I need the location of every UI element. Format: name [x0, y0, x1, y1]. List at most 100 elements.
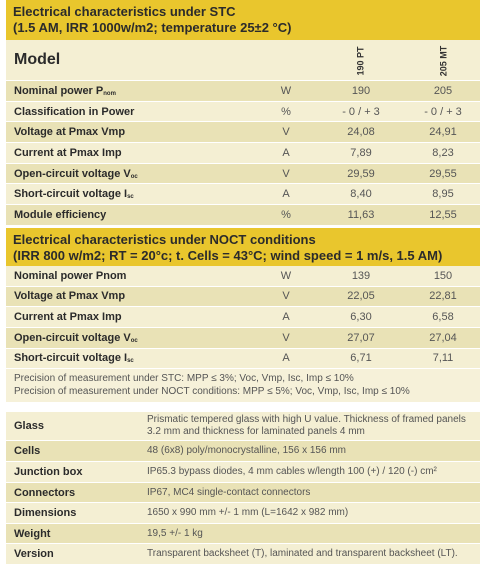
row-label: Voltage at Pmax Vmp	[14, 290, 126, 303]
model-205mt: 205 MT	[437, 45, 448, 77]
noct-header: Electrical characteristics under NOCT co…	[6, 227, 480, 266]
row-value-190pt: 139	[351, 269, 371, 282]
row-value-205mt: 29,55	[429, 167, 457, 180]
table-row: Current at Pmax Imp A 6,30 6,58	[6, 307, 480, 328]
row-label-subscript: sc	[127, 194, 134, 201]
spec-value: 19,5 +/- 1 kg	[147, 527, 203, 539]
row-unit: A	[282, 352, 290, 365]
row-value-205mt: 150	[433, 269, 453, 282]
row-value-205mt: 27,04	[429, 331, 457, 344]
row-unit: %	[281, 105, 291, 118]
row-label: Short-circuit voltage Isc	[14, 188, 134, 201]
model-row: Model 190 PT 205 MT	[6, 40, 480, 81]
row-value-190pt: 11,63	[347, 208, 375, 221]
row-value-205mt: 205	[433, 84, 453, 97]
spec-value: 48 (6x8) poly/monocrystalline, 156 x 156…	[147, 445, 346, 457]
row-value-190pt: 8,40	[350, 188, 372, 201]
spec-row: Dimensions 1650 x 990 mm +/- 1 mm (L=1642…	[6, 503, 480, 525]
row-value-190pt: 6,30	[350, 311, 372, 324]
row-value-190pt: 29,59	[347, 167, 375, 180]
spec-label: Dimensions	[14, 507, 77, 520]
row-label: Module efficiency	[14, 208, 107, 221]
row-unit: W	[280, 269, 292, 282]
row-unit: V	[282, 126, 290, 139]
spec-value: IP65.3 bypass diodes, 4 mm cables w/leng…	[147, 466, 437, 478]
row-value-190pt: 24,08	[347, 126, 375, 139]
spec-label: Glass	[14, 420, 44, 433]
spec-row: Connectors IP67, MC4 single-contact conne…	[6, 483, 480, 504]
stc-header: Electrical characteristics under STC (1.…	[6, 0, 480, 40]
row-label: Open-circuit voltage Voc	[14, 331, 138, 344]
stc-table: Nominal power Pnom W 190 205 Classification …	[6, 81, 480, 226]
row-unit: V	[282, 290, 290, 303]
spec-row: Weight 19,5 +/- 1 kg	[6, 524, 480, 545]
row-label-subscript: oc	[130, 337, 138, 344]
table-row: Open-circuit voltage Voc V 27,07 27,04	[6, 327, 480, 349]
noct-table: Nominal power Pnom W 139 150 Voltage at Pmax…	[6, 265, 480, 370]
noct-subtitle: (IRR 800 w/m2; RT = 20°c; t. Cells = 43°…	[13, 247, 443, 263]
row-value-205mt: 7,11	[432, 352, 454, 365]
row-label: Current at Pmax Imp	[14, 146, 122, 159]
row-label-subscript: oc	[130, 173, 138, 180]
table-row: Classification in Power% - 0 / + 3 - 0 / +…	[6, 101, 480, 123]
spec-value: Prismatic tempered glass with high U val…	[147, 414, 466, 438]
spec-label: Connectors	[14, 486, 76, 499]
row-unit: V	[282, 167, 290, 180]
spec-label: Weight	[14, 527, 51, 540]
row-value-190pt: 22,05	[347, 290, 375, 303]
spec-label: Cells	[14, 445, 41, 458]
row-value-205mt: 24,91	[429, 126, 457, 139]
row-label: Open-circuit voltage Voc	[14, 167, 138, 180]
table-row: Nominal power Pnom W 139 150	[6, 265, 480, 287]
row-value-190pt: 6,71	[350, 352, 372, 365]
row-value-205mt: 22,81	[429, 290, 457, 303]
row-label: Voltage at Pmax Vmp	[14, 126, 126, 139]
spec-value: Transparent backsheet (T), laminated and…	[147, 548, 458, 560]
row-label: Short-circuit voltage Isc	[14, 352, 134, 365]
spec-label: Junction box	[14, 466, 83, 479]
table-row: Nominal power Pnom W 190 205	[6, 81, 480, 102]
row-value-190pt: 7,89	[350, 146, 372, 159]
row-unit: %	[281, 208, 291, 221]
row-value-205mt: 8,95	[432, 188, 454, 201]
datasheet: Electrical characteristics under STC (1.…	[6, 0, 480, 566]
row-value-190pt: - 0 / + 3	[342, 105, 380, 118]
noct-title: Electrical characteristics under NOCT co…	[13, 231, 316, 247]
row-unit: A	[282, 146, 290, 159]
row-label: Nominal power Pnom	[14, 84, 116, 97]
spec-value: IP67, MC4 single-contact connectors	[147, 486, 311, 498]
row-value-205mt: 6,58	[432, 311, 454, 324]
spec-row: Junction box IP65.3 bypass diodes, 4 mm c…	[6, 462, 480, 484]
spec-label: Version	[14, 548, 54, 561]
noct-precision-note: Precision of measurement under NOCT cond…	[14, 386, 410, 398]
spec-row: Glass Prismatic tempered glass with high …	[6, 412, 480, 442]
row-label: Current at Pmax Imp	[14, 311, 122, 324]
stc-title: Electrical characteristics under STC	[13, 4, 236, 19]
row-unit: A	[282, 311, 290, 324]
row-value-205mt: 8,23	[432, 146, 454, 159]
stc-subtitle: (1.5 AM, IRR 1000w/m2; temperature 25±2 …	[13, 20, 292, 35]
table-row: Voltage at Pmax Vmp V 24,08 24,91	[6, 122, 480, 144]
precision-notes: Precision of measurement under STC: MPP …	[6, 369, 480, 403]
row-unit: V	[282, 331, 290, 344]
row-value-205mt: - 0 / + 3	[424, 105, 462, 118]
row-label-subscript: sc	[127, 358, 134, 365]
table-row: Short-circuit voltage Isc A 6,71 7,11	[6, 348, 480, 370]
stc-precision-note: Precision of measurement under STC: MPP …	[14, 373, 354, 385]
row-label-subscript: nom	[103, 90, 116, 97]
row-unit: A	[282, 188, 290, 201]
row-value-205mt: 12,55	[429, 208, 457, 221]
table-row: Module efficiency% 11,63 12,55	[6, 205, 480, 226]
spec-row: Version Transparent backsheet (T), lamina…	[6, 544, 480, 566]
row-label: Nominal power Pnom	[14, 269, 127, 282]
row-unit: W	[280, 84, 292, 97]
table-row: Open-circuit voltage Voc V 29,59 29,55	[6, 163, 480, 185]
model-label: Model	[14, 51, 61, 68]
row-value-190pt: 27,07	[347, 331, 375, 344]
row-label: Classification in Power	[14, 105, 135, 118]
row-value-190pt: 190	[351, 84, 371, 97]
model-190pt: 190 PT	[356, 46, 366, 76]
spec-row: Cells 48 (6x8) poly/monocrystalline, 156 …	[6, 441, 480, 463]
spec-value: 1650 x 990 mm +/- 1 mm (L=1642 x 982 mm)	[147, 507, 349, 519]
spec-table: Glass Prismatic tempered glass with high …	[6, 412, 480, 566]
